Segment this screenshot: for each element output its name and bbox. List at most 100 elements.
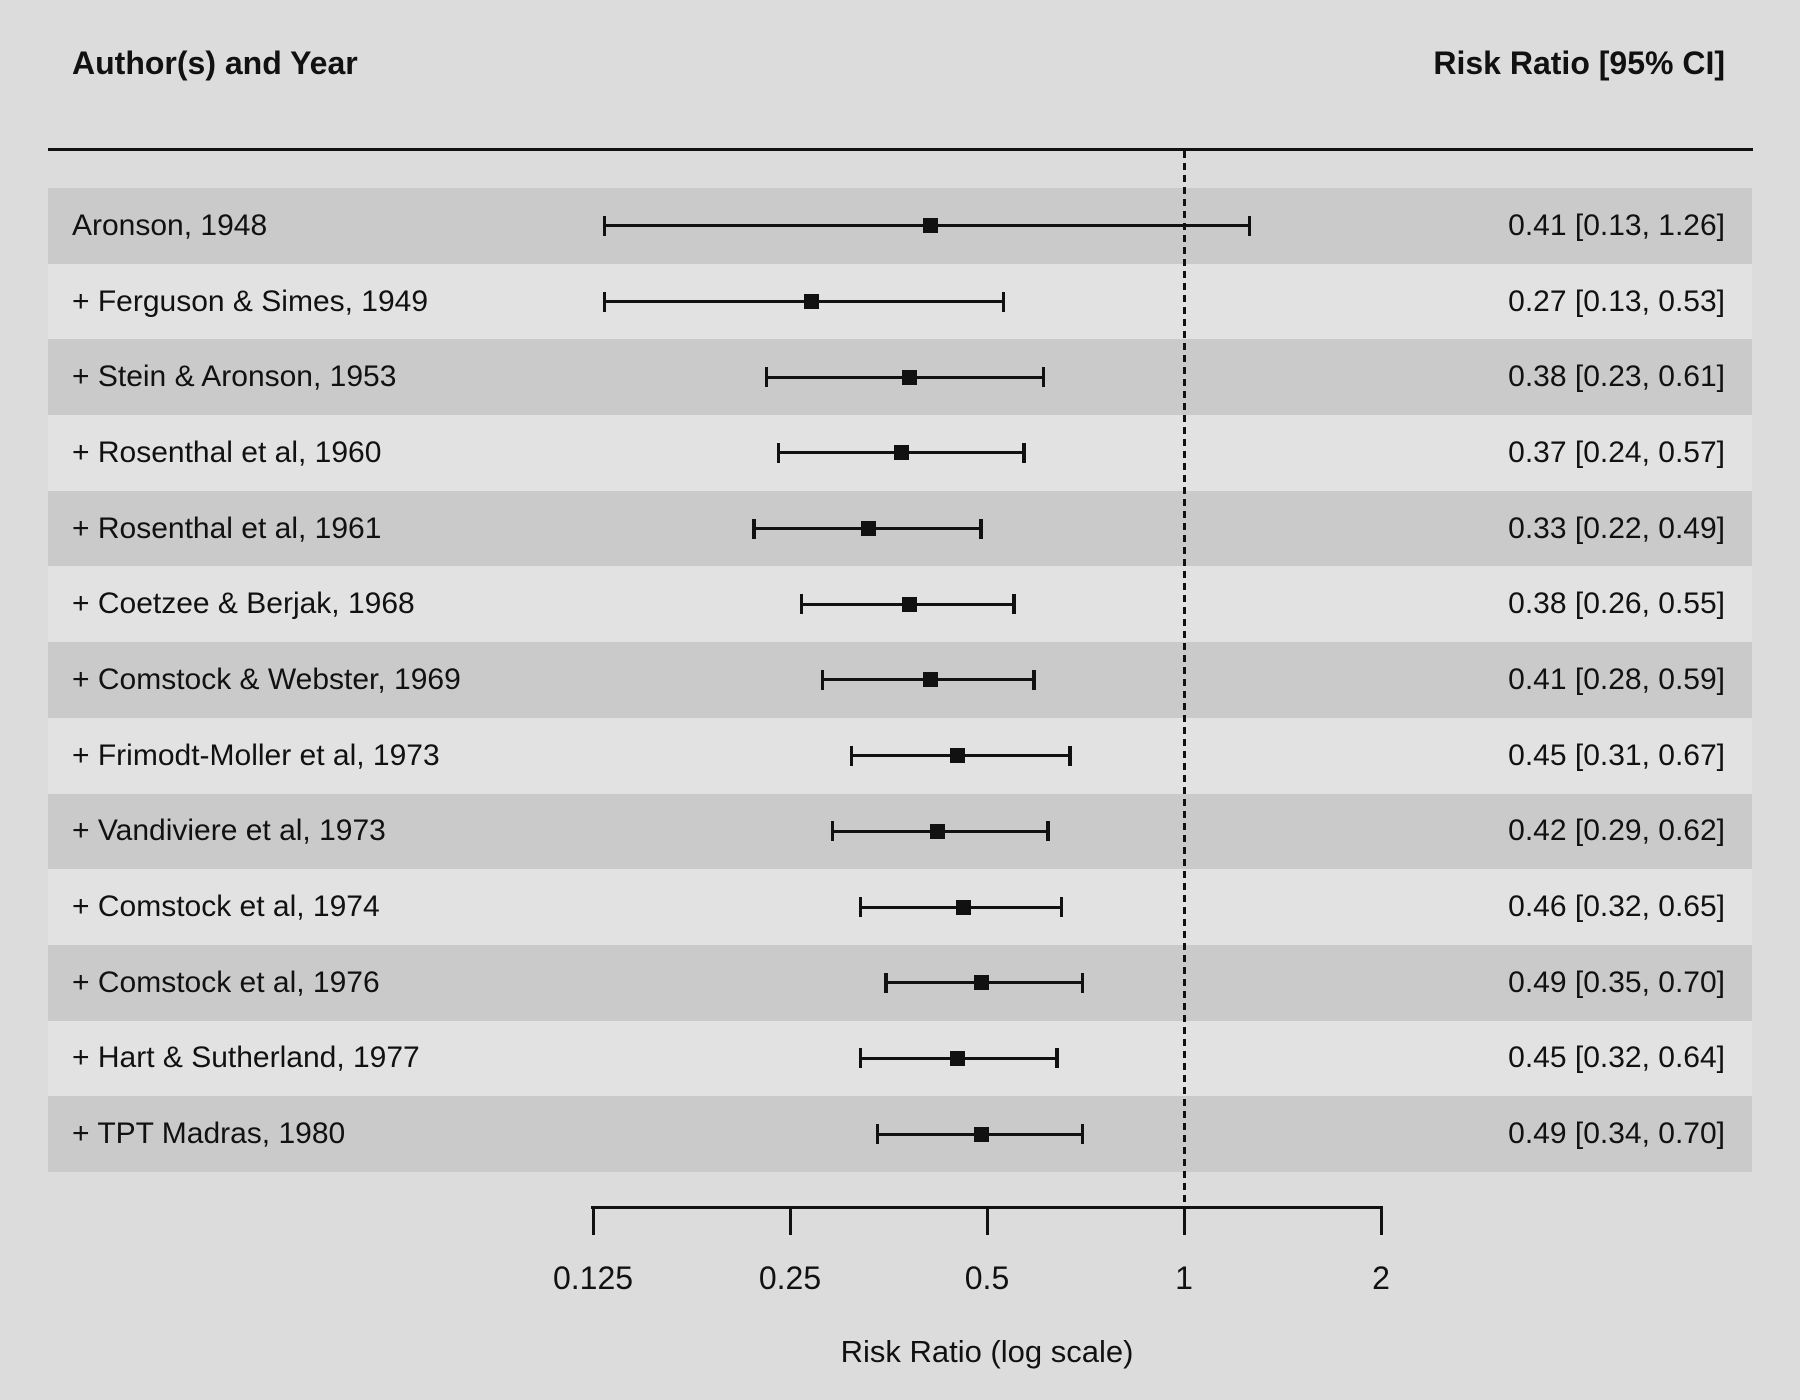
effect-column-header: Risk Ratio [95% CI] (1433, 45, 1725, 81)
confidence-interval (48, 794, 1752, 870)
forest-row: + Coetzee & Berjak, 1968 0.38 [0.26, 0.5… (48, 566, 1752, 643)
point-estimate-marker (923, 218, 939, 234)
x-axis-tick-label: 2 (1372, 1260, 1390, 1296)
study-label: + Rosenthal et al, 1961 (72, 511, 382, 545)
confidence-interval (48, 415, 1752, 491)
ci-whisker-right (1022, 442, 1026, 463)
point-estimate-marker (949, 748, 965, 764)
ci-whisker-right (1080, 972, 1085, 993)
ci-whisker-right (1012, 594, 1016, 615)
ci-whisker-left (752, 518, 756, 539)
x-axis-tick-label: 0.5 (964, 1260, 1010, 1296)
confidence-interval (48, 718, 1752, 794)
ci-whisker-right (1068, 745, 1072, 766)
ci-whisker-right (979, 518, 983, 539)
effect-estimate-text: 0.38 [0.23, 0.61] (1508, 360, 1725, 394)
reference-line (1182, 151, 1186, 1207)
ci-whisker-left (884, 972, 888, 993)
effect-estimate-text: 0.45 [0.32, 0.64] (1508, 1041, 1725, 1075)
point-estimate-marker (973, 1126, 989, 1142)
header-rule (48, 148, 1753, 151)
point-estimate-marker (923, 672, 939, 688)
confidence-interval (48, 264, 1752, 340)
point-estimate-marker (861, 521, 877, 537)
confidence-interval (48, 945, 1752, 1021)
effect-estimate-text: 0.42 [0.29, 0.62] (1508, 814, 1725, 848)
confidence-interval (48, 869, 1752, 945)
point-estimate-marker (901, 596, 917, 612)
effect-estimate-text: 0.41 [0.28, 0.59] (1508, 662, 1725, 696)
ci-whisker-right (1080, 1124, 1085, 1145)
forest-row: + Comstock & Webster, 1969 0.41 [0.28, 0… (48, 642, 1752, 718)
effect-estimate-text: 0.27 [0.13, 0.53] (1508, 284, 1725, 318)
point-estimate-marker (973, 975, 989, 991)
effect-estimate-text: 0.49 [0.35, 0.70] (1508, 965, 1725, 999)
confidence-interval (48, 1021, 1752, 1097)
x-axis-tick (1182, 1206, 1186, 1235)
effect-estimate-text: 0.41 [0.13, 1.26] (1508, 208, 1725, 242)
ci-whisker-left (858, 1048, 863, 1069)
point-estimate-marker (893, 445, 909, 461)
study-label: + Rosenthal et al, 1960 (72, 435, 382, 469)
forest-row: + Stein & Aronson, 1953 0.38 [0.23, 0.61… (48, 339, 1752, 416)
ci-whisker-left (875, 1124, 880, 1145)
confidence-interval (48, 188, 1752, 264)
forest-row: + Frimodt-Moller et al, 1973 0.45 [0.31,… (48, 717, 1752, 794)
ci-whisker-right (1046, 821, 1050, 842)
forest-row: + TPT Madras, 1980 0.49 [0.34, 0.70] (48, 1096, 1752, 1172)
forest-row: + Comstock et al, 1974 0.46 [0.32, 0.65] (48, 869, 1752, 945)
x-axis-tick-label: 1 (1175, 1260, 1193, 1296)
ci-whisker-right (1041, 367, 1045, 388)
confidence-interval (48, 642, 1752, 718)
x-axis-tick-label: 0.25 (758, 1260, 822, 1296)
x-axis-tick (591, 1206, 595, 1235)
study-label: + Vandiviere et al, 1973 (72, 814, 386, 848)
ci-whisker-right (1247, 215, 1252, 236)
study-label: Aronson, 1948 (72, 208, 268, 242)
study-label: + Comstock et al, 1974 (72, 890, 380, 924)
study-label: + Hart & Sutherland, 1977 (72, 1041, 420, 1075)
ci-whisker-left (602, 215, 607, 236)
forest-row: + Vandiviere et al, 1973 0.42 [0.29, 0.6… (48, 793, 1752, 870)
ci-whisker-left (764, 367, 769, 388)
study-label: + TPT Madras, 1980 (72, 1117, 346, 1151)
study-label: + Ferguson & Simes, 1949 (72, 284, 429, 318)
point-estimate-marker (955, 899, 971, 915)
ci-whisker-left (849, 745, 854, 766)
ci-whisker-right (1032, 669, 1036, 690)
ci-line (604, 300, 1004, 304)
ci-whisker-left (776, 442, 781, 463)
ci-whisker-left (602, 291, 607, 312)
x-axis-tick-label: 0.125 (552, 1260, 634, 1296)
forest-row: + Rosenthal et al, 1961 0.33 [0.22, 0.49… (48, 490, 1752, 567)
confidence-interval (48, 491, 1752, 567)
point-estimate-marker (901, 369, 917, 385)
forest-row: + Hart & Sutherland, 1977 0.45 [0.32, 0.… (48, 1020, 1752, 1097)
confidence-interval (48, 1096, 1752, 1172)
effect-estimate-text: 0.45 [0.31, 0.67] (1508, 738, 1725, 772)
ci-whisker-right (1055, 1048, 1059, 1069)
study-label: + Comstock & Webster, 1969 (72, 662, 461, 696)
forest-row: + Rosenthal et al, 1960 0.37 [0.24, 0.57… (48, 415, 1752, 491)
ci-whisker-left (799, 594, 804, 615)
point-estimate-marker (929, 823, 945, 839)
effect-estimate-text: 0.46 [0.32, 0.65] (1508, 890, 1725, 924)
effect-estimate-text: 0.49 [0.34, 0.70] (1508, 1117, 1725, 1151)
author-column-header: Author(s) and Year (72, 45, 358, 81)
x-axis-tick (985, 1206, 989, 1235)
forest-row: Aronson, 1948 0.41 [0.13, 1.26] (48, 188, 1752, 264)
point-estimate-marker (949, 1050, 965, 1066)
ci-whisker-left (820, 669, 825, 690)
forest-rows: Aronson, 1948 0.41 [0.13, 1.26] + Fergus… (48, 188, 1752, 1172)
effect-estimate-text: 0.38 [0.26, 0.55] (1508, 587, 1725, 621)
ci-whisker-left (830, 821, 835, 842)
confidence-interval (48, 566, 1752, 642)
x-axis-tick (788, 1206, 792, 1235)
ci-whisker-left (858, 897, 863, 918)
ci-whisker-right (1059, 897, 1064, 918)
forest-row: + Comstock et al, 1976 0.49 [0.35, 0.70] (48, 944, 1752, 1021)
ci-whisker-right (1001, 291, 1006, 312)
x-axis-tick (1379, 1206, 1383, 1235)
study-label: + Stein & Aronson, 1953 (72, 360, 397, 394)
effect-estimate-text: 0.37 [0.24, 0.57] (1508, 435, 1725, 469)
